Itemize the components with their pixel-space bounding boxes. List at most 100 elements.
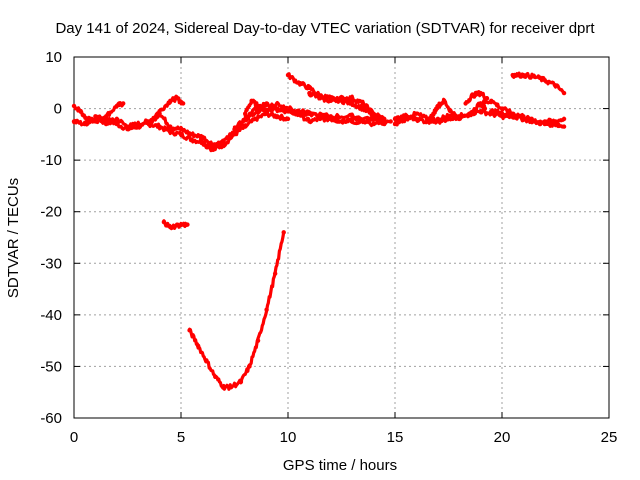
data-point — [281, 230, 286, 235]
data-point — [478, 90, 483, 96]
data-point — [403, 116, 408, 122]
y-tick-label: 10 — [45, 49, 62, 66]
data-point — [185, 222, 190, 227]
data-point — [221, 384, 226, 390]
data-point — [478, 108, 483, 114]
data-point — [168, 124, 173, 129]
series-line — [243, 98, 376, 122]
data-point — [275, 114, 280, 119]
series-track-i — [307, 90, 387, 122]
data-point — [339, 96, 344, 101]
data-point — [174, 96, 179, 101]
series-track-o — [489, 108, 567, 129]
data-point — [255, 103, 261, 109]
data-point — [78, 108, 83, 114]
data-point — [553, 121, 558, 127]
chart-title: Day 141 of 2024, Sidereal Day-to-day VTE… — [55, 20, 595, 37]
data-point — [350, 119, 355, 124]
data-point — [542, 121, 547, 127]
data-point — [243, 116, 248, 122]
series-layer — [71, 71, 567, 391]
data-point — [371, 121, 376, 127]
data-point — [232, 127, 237, 132]
x-axis-label: GPS time / hours — [283, 457, 397, 474]
x-tick-label: 15 — [387, 429, 404, 446]
data-point — [392, 116, 398, 122]
data-point — [82, 121, 87, 127]
data-point — [103, 121, 109, 127]
data-point — [478, 101, 483, 106]
data-point — [213, 374, 218, 379]
data-point — [264, 307, 269, 312]
data-point — [307, 111, 312, 116]
data-point — [204, 359, 209, 364]
data-point — [446, 116, 451, 122]
data-point — [328, 98, 333, 104]
data-point — [272, 271, 278, 276]
data-point — [238, 379, 244, 385]
data-point — [467, 111, 473, 116]
data-point — [204, 145, 209, 150]
series-line — [93, 94, 185, 131]
data-point — [561, 90, 567, 96]
data-point — [442, 98, 447, 104]
data-point — [275, 106, 280, 111]
series-track-m — [463, 89, 490, 106]
y-tick-label: -10 — [40, 152, 62, 169]
data-point — [264, 101, 269, 106]
data-point — [125, 124, 130, 129]
series-line — [147, 113, 226, 149]
data-point — [392, 121, 398, 127]
y-tick-label: -40 — [40, 307, 62, 324]
series-line — [425, 97, 461, 123]
data-point — [285, 116, 291, 122]
tick-labels: 0 5 10 15 20 25 10 0 -10 -20 -30 -40 -50 -60 — [40, 49, 617, 446]
y-axis-label: SDTVAR / TECUs — [5, 178, 22, 298]
y-tick-label: -20 — [40, 204, 62, 221]
data-point — [457, 116, 462, 122]
data-point — [168, 129, 173, 134]
data-point — [510, 72, 515, 78]
data-point — [168, 224, 173, 230]
data-point — [296, 80, 301, 85]
data-point — [307, 85, 312, 91]
data-point — [200, 134, 205, 140]
y-tick-label: -50 — [40, 358, 62, 375]
data-point — [435, 119, 440, 124]
data-point — [482, 106, 488, 111]
data-point — [285, 72, 291, 78]
data-point — [307, 90, 312, 96]
data-point — [371, 111, 376, 116]
data-point — [275, 101, 280, 106]
y-tick-label: -30 — [40, 255, 62, 272]
data-point — [157, 124, 162, 129]
series-track-g — [243, 98, 376, 122]
data-point — [382, 116, 387, 122]
series-track-c — [93, 94, 186, 131]
data-point — [542, 78, 547, 83]
data-point — [531, 119, 537, 124]
data-point — [178, 127, 184, 132]
data-point — [285, 106, 291, 111]
x-tick-label: 20 — [494, 429, 511, 446]
data-point — [388, 119, 393, 124]
data-point — [180, 101, 186, 106]
series-track-r — [187, 230, 286, 391]
data-point — [189, 137, 194, 142]
data-point — [157, 111, 162, 116]
series-track-p — [510, 71, 567, 96]
data-point — [178, 222, 184, 227]
data-point — [553, 83, 558, 88]
data-point — [431, 111, 436, 116]
data-point — [360, 101, 366, 106]
data-point — [499, 111, 505, 116]
data-point — [71, 119, 77, 124]
data-point — [243, 124, 248, 129]
series-line — [393, 101, 487, 127]
data-point — [178, 132, 184, 137]
data-point — [499, 106, 505, 111]
y-tick-label: 0 — [54, 101, 62, 118]
data-point — [161, 219, 167, 225]
series-track-l — [424, 97, 462, 124]
